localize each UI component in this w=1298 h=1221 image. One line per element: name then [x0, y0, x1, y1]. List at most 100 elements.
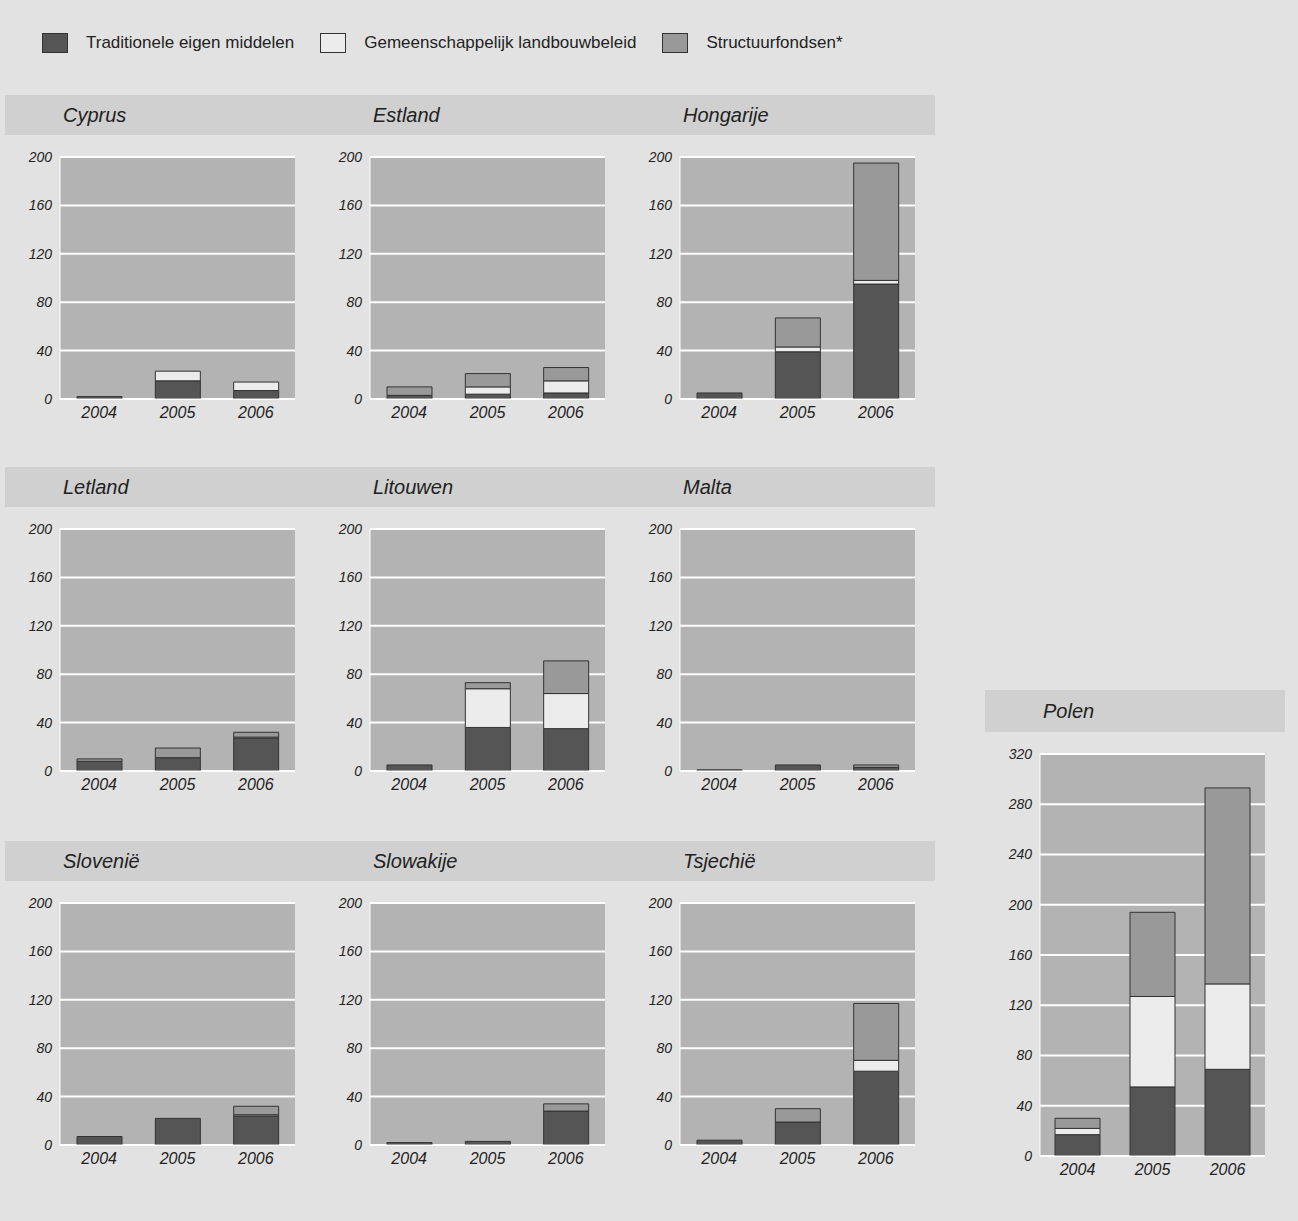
svg-text:280: 280 — [1008, 796, 1033, 812]
svg-text:0: 0 — [44, 1137, 52, 1153]
svg-text:2006: 2006 — [547, 776, 584, 793]
svg-text:80: 80 — [656, 294, 672, 310]
svg-text:200: 200 — [1008, 897, 1033, 913]
svg-text:40: 40 — [36, 1089, 52, 1105]
svg-text:80: 80 — [1016, 1047, 1032, 1063]
svg-text:0: 0 — [664, 1137, 672, 1153]
svg-text:40: 40 — [36, 715, 52, 731]
html-text:Malta: Malta — [683, 476, 732, 498]
svg-text:2006: 2006 — [857, 776, 894, 793]
svg-text:40: 40 — [1016, 1098, 1032, 1114]
svg-text:160: 160 — [29, 197, 53, 213]
svg-text:80: 80 — [346, 294, 362, 310]
svg-text:0: 0 — [354, 763, 362, 779]
svg-text:2006: 2006 — [857, 1150, 894, 1167]
svg-text:120: 120 — [649, 618, 673, 634]
svg-text:0: 0 — [1024, 1148, 1032, 1164]
svg-text:40: 40 — [656, 343, 672, 359]
svg-text:0: 0 — [44, 763, 52, 779]
svg-text:200: 200 — [28, 149, 53, 165]
svg-text:40: 40 — [656, 1089, 672, 1105]
svg-text:80: 80 — [656, 1040, 672, 1056]
svg-text:160: 160 — [29, 569, 53, 585]
html-text:Slovenië: Slovenië — [63, 850, 140, 872]
svg-text:2004: 2004 — [700, 1150, 737, 1167]
svg-text:2006: 2006 — [237, 1150, 274, 1167]
svg-text:120: 120 — [29, 246, 53, 262]
svg-text:80: 80 — [36, 294, 52, 310]
svg-text:0: 0 — [354, 391, 362, 407]
svg-text:2004: 2004 — [80, 1150, 117, 1167]
svg-text:2005: 2005 — [1134, 1161, 1171, 1178]
svg-text:0: 0 — [354, 1137, 362, 1153]
svg-text:120: 120 — [29, 992, 53, 1008]
svg-text:160: 160 — [339, 197, 363, 213]
svg-text:80: 80 — [36, 666, 52, 682]
svg-text:200: 200 — [338, 895, 363, 911]
svg-text:2005: 2005 — [159, 776, 196, 793]
svg-text:120: 120 — [649, 246, 673, 262]
svg-text:120: 120 — [29, 618, 53, 634]
svg-text:160: 160 — [29, 943, 53, 959]
svg-text:120: 120 — [339, 992, 363, 1008]
svg-text:160: 160 — [649, 197, 673, 213]
svg-text:2006: 2006 — [237, 776, 274, 793]
html-text:Estland: Estland — [373, 104, 440, 126]
svg-text:0: 0 — [664, 763, 672, 779]
html-text:Cyprus: Cyprus — [63, 104, 127, 126]
svg-text:120: 120 — [339, 618, 363, 634]
svg-text:2006: 2006 — [1209, 1161, 1246, 1178]
svg-text:2004: 2004 — [1059, 1161, 1096, 1178]
svg-text:2006: 2006 — [857, 404, 894, 421]
svg-text:2006: 2006 — [547, 404, 584, 421]
svg-text:2004: 2004 — [390, 776, 427, 793]
svg-text:160: 160 — [649, 943, 673, 959]
svg-text:160: 160 — [339, 943, 363, 959]
html-text:Letland: Letland — [63, 476, 129, 498]
svg-text:2005: 2005 — [779, 776, 816, 793]
svg-text:120: 120 — [1009, 997, 1033, 1013]
svg-text:2004: 2004 — [80, 776, 117, 793]
svg-text:2005: 2005 — [779, 404, 816, 421]
svg-text:40: 40 — [656, 715, 672, 731]
svg-text:200: 200 — [648, 521, 673, 537]
svg-text:2006: 2006 — [237, 404, 274, 421]
svg-text:200: 200 — [648, 149, 673, 165]
svg-text:40: 40 — [346, 1089, 362, 1105]
svg-text:2005: 2005 — [469, 776, 506, 793]
svg-text:200: 200 — [28, 521, 53, 537]
svg-text:40: 40 — [346, 715, 362, 731]
svg-text:120: 120 — [339, 246, 363, 262]
svg-text:2005: 2005 — [469, 1150, 506, 1167]
svg-text:80: 80 — [36, 1040, 52, 1056]
svg-text:40: 40 — [36, 343, 52, 359]
svg-text:2005: 2005 — [469, 404, 506, 421]
svg-text:2004: 2004 — [700, 776, 737, 793]
svg-text:200: 200 — [338, 521, 363, 537]
svg-text:2005: 2005 — [159, 404, 196, 421]
svg-text:2004: 2004 — [80, 404, 117, 421]
svg-text:2004: 2004 — [390, 1150, 427, 1167]
svg-text:80: 80 — [656, 666, 672, 682]
svg-text:200: 200 — [28, 895, 53, 911]
svg-text:0: 0 — [664, 391, 672, 407]
svg-text:80: 80 — [346, 1040, 362, 1056]
svg-text:120: 120 — [649, 992, 673, 1008]
svg-text:2004: 2004 — [390, 404, 427, 421]
svg-text:0: 0 — [44, 391, 52, 407]
svg-text:160: 160 — [339, 569, 363, 585]
svg-text:320: 320 — [1009, 746, 1033, 762]
html-text:Litouwen: Litouwen — [373, 476, 454, 498]
svg-text:200: 200 — [648, 895, 673, 911]
svg-text:40: 40 — [346, 343, 362, 359]
svg-text:2005: 2005 — [159, 1150, 196, 1167]
svg-text:2004: 2004 — [700, 404, 737, 421]
svg-text:80: 80 — [346, 666, 362, 682]
svg-text:2006: 2006 — [547, 1150, 584, 1167]
svg-text:200: 200 — [338, 149, 363, 165]
svg-text:160: 160 — [1009, 947, 1033, 963]
svg-text:160: 160 — [649, 569, 673, 585]
svg-text:240: 240 — [1008, 846, 1033, 862]
html-text:Hongarije: Hongarije — [683, 104, 769, 126]
svg-text:2005: 2005 — [779, 1150, 816, 1167]
